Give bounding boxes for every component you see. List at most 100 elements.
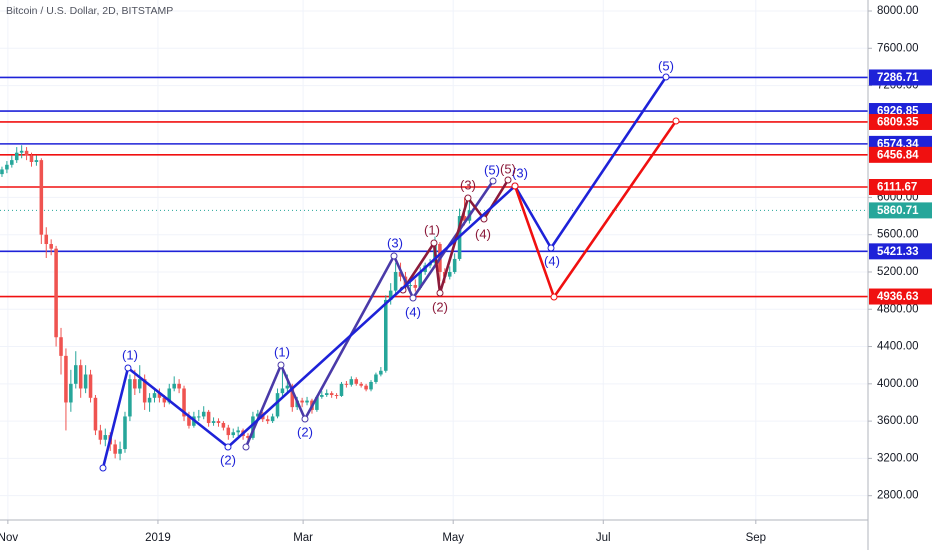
candle-body	[29, 155, 34, 162]
candle-body	[408, 285, 413, 287]
candle-body	[275, 393, 280, 417]
candle-body	[206, 411, 211, 423]
candle-body	[462, 216, 467, 221]
wave-point	[672, 117, 680, 125]
candle-body	[167, 388, 172, 403]
candle-body	[103, 435, 108, 440]
candle-body	[24, 150, 29, 156]
candle-body	[221, 422, 226, 428]
candle-body	[74, 365, 78, 384]
x-tick-label: Jul	[596, 532, 611, 544]
candle-body	[49, 244, 53, 249]
candle-body	[452, 258, 457, 272]
candle-body	[10, 160, 14, 165]
y-tick-label: 8000.00	[877, 5, 919, 17]
candle-body	[388, 290, 393, 300]
candle-body	[231, 432, 236, 436]
candle-body	[39, 160, 44, 235]
candle-body	[270, 416, 275, 422]
candle-body	[339, 383, 344, 396]
candle-body	[54, 248, 58, 338]
y-tick-label: 4000.00	[877, 378, 919, 390]
candle-body	[137, 379, 142, 389]
wave-label: (4)	[475, 226, 491, 241]
wave-label: (4)	[405, 304, 421, 319]
candle-body	[320, 395, 324, 397]
level-label: 5421.33	[877, 246, 919, 258]
x-tick-label: May	[442, 532, 464, 544]
x-tick-label: Nov	[0, 532, 18, 544]
wave-point	[409, 294, 417, 302]
candle-body	[305, 400, 309, 403]
y-tick-label: 2800.00	[877, 490, 919, 502]
candle-body	[187, 416, 191, 426]
candle-body	[142, 379, 147, 403]
last-price-box	[869, 202, 932, 219]
candle-body	[64, 355, 68, 403]
candle-body	[201, 411, 206, 417]
x-tick-label: 2019	[145, 532, 171, 544]
candle-body	[133, 379, 137, 389]
wave-point	[242, 443, 250, 451]
wave-point	[550, 293, 558, 301]
y-tick-label: 4800.00	[877, 303, 919, 315]
y-tick-label: 7600.00	[877, 42, 919, 54]
candle-body	[88, 374, 93, 398]
candle-body	[329, 393, 334, 396]
level-label: 7286.71	[877, 72, 919, 84]
axis: 2800.00 3200.00 3600.00 4000.00 4400.00 4800.…	[0, 5, 932, 544]
candle-body	[384, 299, 388, 371]
candle-body	[123, 416, 127, 450]
candle-body	[344, 383, 349, 385]
wave-point	[430, 239, 438, 247]
wave-point	[480, 215, 488, 223]
candle-body	[300, 400, 304, 403]
candle-body	[177, 383, 181, 389]
candle-body	[236, 430, 240, 433]
candle-body	[59, 337, 63, 356]
grid	[0, 0, 868, 520]
y-tick-label: 3200.00	[877, 452, 919, 464]
x-tick-label: Sep	[746, 532, 766, 544]
candle-body	[349, 379, 354, 385]
wave-label: (1)	[122, 347, 138, 362]
waves: (1)(2)(1)(2)(3)(4)(5) (3)(4)(5)(1)(2)(3)(…	[99, 58, 680, 472]
candle-body	[413, 285, 418, 288]
level-label: 6111.67	[877, 182, 917, 194]
level-label-box	[869, 288, 932, 305]
wave-label: (1)	[274, 344, 290, 359]
wave-line	[401, 179, 510, 295]
wave-label: (5)	[500, 161, 516, 176]
wave-label: (2)	[432, 299, 448, 314]
level-label-box	[869, 113, 932, 130]
candle-body	[280, 388, 285, 394]
candle-body	[197, 416, 201, 418]
y-tick-label: 5200.00	[877, 266, 919, 278]
candle-body	[418, 271, 422, 288]
last-price-label: 5860.71	[877, 205, 919, 217]
y-tick-label: 4400.00	[877, 341, 919, 353]
candle-body	[369, 381, 373, 390]
candle-body	[69, 383, 73, 403]
wave-label: (3)	[387, 235, 403, 250]
candle-body	[216, 421, 221, 423]
wave-point	[436, 289, 444, 297]
candle-body	[0, 169, 4, 175]
y-tick-label: 5600.00	[877, 229, 919, 241]
candle-body	[447, 271, 452, 277]
candle-body	[315, 396, 319, 410]
candle-body	[152, 393, 157, 398]
candle-body	[226, 427, 231, 436]
level-label: 6456.84	[877, 149, 919, 161]
candle-body	[113, 444, 117, 454]
wave-label: (4)	[544, 253, 560, 268]
chart-title: Bitcoin / U.S. Dollar, 2D, BITSTAMP	[6, 5, 173, 17]
candle-body	[393, 271, 398, 291]
wave-point	[301, 415, 309, 423]
level-label-box	[869, 179, 932, 196]
wave-point	[224, 443, 232, 451]
candle-body	[265, 419, 270, 422]
